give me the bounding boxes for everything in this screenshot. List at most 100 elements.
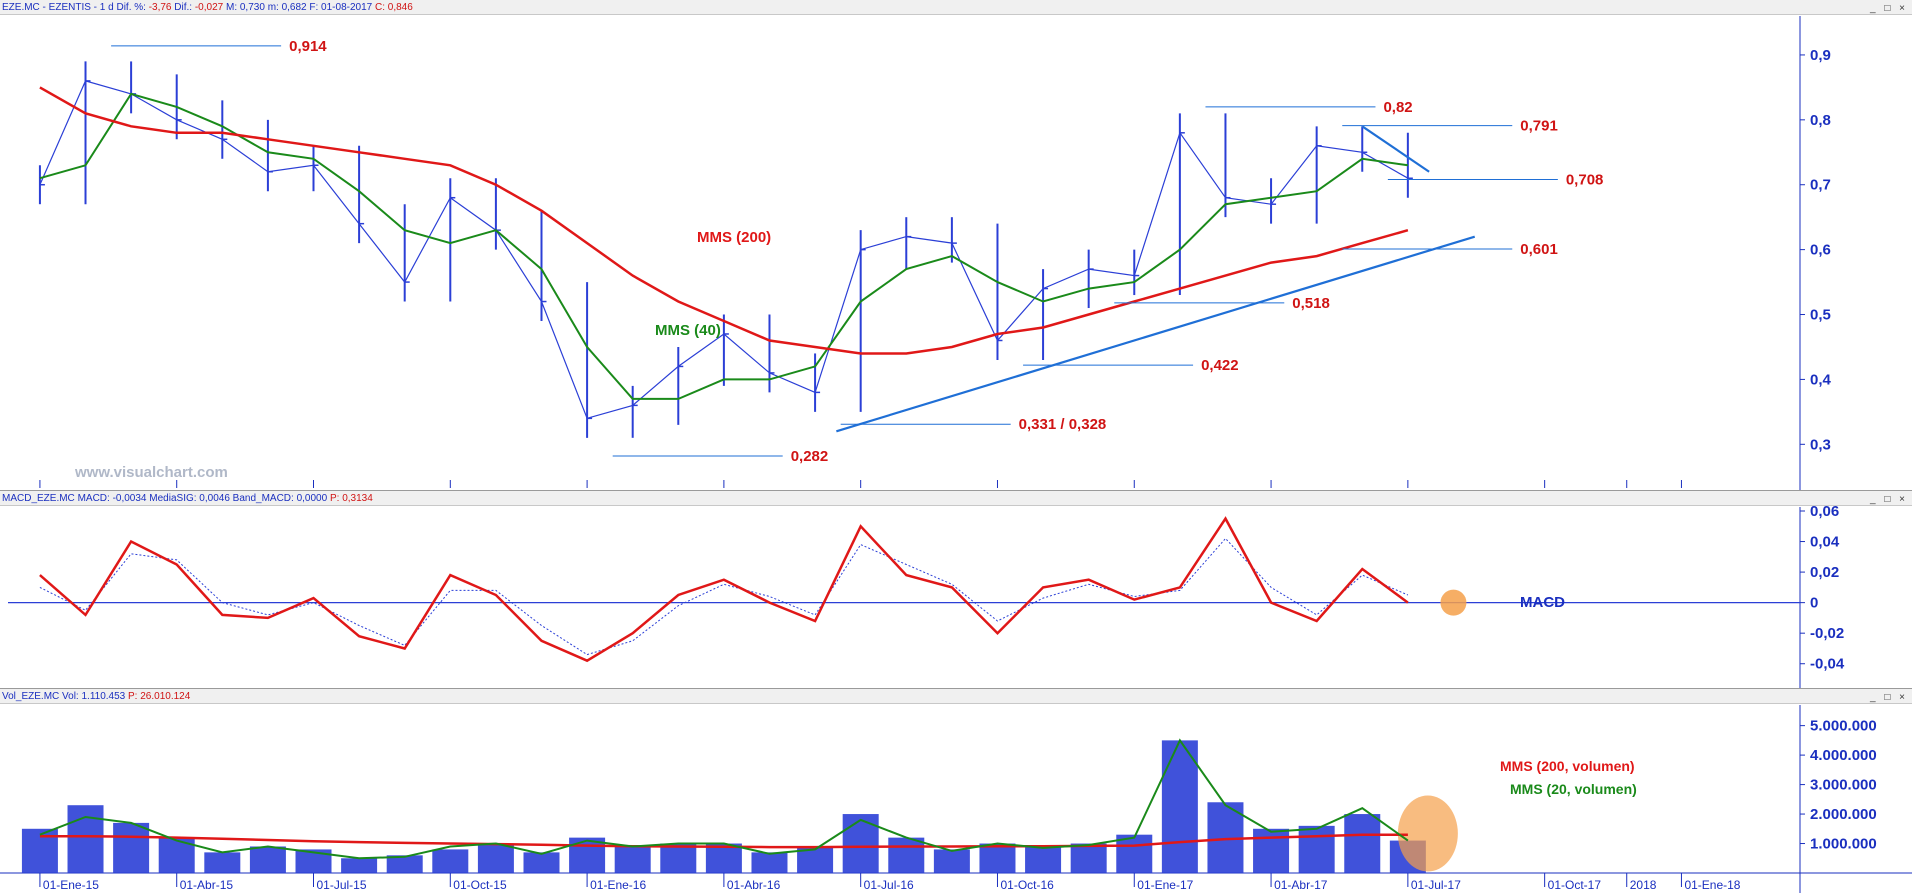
vol-y-tick-label: 3.000.000: [1810, 777, 1877, 794]
vol-p-value: P: 26.010.124: [128, 691, 191, 702]
macd-signal-value: MediaSIG: 0,0046: [149, 493, 230, 504]
volume-bar: [1070, 843, 1107, 873]
volume-bar: [1344, 814, 1381, 873]
macd-y-tick-label: 0,04: [1810, 534, 1840, 551]
price-window-controls[interactable]: _ □ ×: [1870, 3, 1908, 14]
volume-bar: [1253, 828, 1290, 873]
volume-bar: [614, 846, 651, 873]
mms200-line: [39, 86, 1409, 355]
volume-bar: [432, 849, 469, 873]
macd-y-tick-label: 0: [1810, 595, 1818, 612]
macd-y-tick-label: 0,02: [1810, 564, 1839, 581]
volume-bar: [842, 814, 879, 873]
vol-mms20-line: [39, 738, 1409, 860]
vol-y-tick-label: 4.000.000: [1810, 747, 1877, 764]
price-y-tick-label: 0,9: [1810, 47, 1831, 64]
volume-bar: [295, 849, 332, 873]
volume-bar: [888, 837, 925, 873]
vol-y-tick-label: 2.000.000: [1810, 806, 1877, 823]
macd-label: MACD: [1520, 594, 1565, 611]
level-label: 0,518: [1292, 295, 1330, 312]
macd-highlight: [1440, 589, 1467, 616]
macd-y-tick-label: -0,04: [1810, 656, 1845, 673]
volume-highlight: [1397, 795, 1458, 872]
price-panel-header: EZE.MC - EZENTIS - 1 d Dif. %: -3,76 Dif…: [0, 0, 1912, 15]
x-tick-label: 01-Abr-17: [1274, 878, 1328, 892]
volume-panel-header: Vol_EZE.MC Vol: 1.110.453 P: 26.010.124 …: [0, 689, 1912, 704]
trendline: [1361, 125, 1430, 173]
dif-pct-label: Dif. %:: [116, 2, 146, 13]
volume-chart: 5.000.000 4.000.000 3.000.000 2.000.000 1.00…: [0, 705, 1912, 893]
vol-name: Vol_EZE.MC: [2, 691, 60, 702]
symbol-label: EZE.MC - EZENTIS - 1 d: [2, 2, 114, 13]
x-tick-label: 01-Abr-16: [727, 878, 781, 892]
vol-value: Vol: 1.110.453: [62, 691, 126, 702]
x-tick-label: 01-Ene-15: [43, 878, 99, 892]
dif-value: -0,027: [194, 2, 224, 13]
x-tick-label: 01-Jul-15: [317, 878, 367, 892]
x-tick-label: 01-Abr-15: [180, 878, 234, 892]
mms40-line: [39, 92, 1409, 400]
macd-line: [39, 516, 1409, 663]
macd-name: MACD_EZE.MC: [2, 493, 75, 504]
volume-panel: Vol_EZE.MC Vol: 1.110.453 P: 26.010.124 …: [0, 688, 1912, 893]
date-value: F: 01-08-2017: [309, 2, 373, 13]
macd-panel-header: MACD_EZE.MC MACD: -0,0034 MediaSIG: 0,00…: [0, 491, 1912, 506]
vol-y-tick-label: 1.000.000: [1810, 836, 1877, 853]
price-line: [39, 80, 1409, 420]
macd-p-value: P: 0,3134: [329, 493, 373, 504]
level-label: 0,82: [1383, 99, 1412, 116]
volume-window-controls[interactable]: _ □ ×: [1870, 692, 1908, 703]
price-y-tick-label: 0,5: [1810, 307, 1831, 324]
volume-bar: [751, 852, 788, 873]
x-tick-label: 01-Ene-17: [1137, 878, 1193, 892]
price-y-tick-label: 0,3: [1810, 436, 1831, 453]
level-label: 0,422: [1201, 357, 1239, 374]
volume-bar: [979, 843, 1016, 873]
macd-window-controls[interactable]: _ □ ×: [1870, 494, 1908, 505]
x-tick-label: 01-Oct-16: [1000, 878, 1054, 892]
max-value: M: 0,730: [225, 2, 265, 13]
x-tick-label: 01-Oct-17: [1548, 878, 1602, 892]
volume-bar: [113, 822, 150, 873]
min-value: m: 0,682: [267, 2, 307, 13]
volume-bar: [341, 858, 378, 873]
level-label: 0,791: [1520, 118, 1558, 135]
level-label: 0,914: [289, 38, 327, 55]
price-y-tick-label: 0,7: [1810, 177, 1831, 194]
volume-bar: [204, 852, 241, 873]
x-tick-label: 01-Jul-17: [1411, 878, 1461, 892]
vol-mms200-label: MMS (200, volumen): [1500, 758, 1635, 774]
volume-bar: [1161, 740, 1198, 873]
x-tick-label: 01-Jul-16: [864, 878, 914, 892]
vol-y-tick-label: 5.000.000: [1810, 718, 1877, 735]
price-panel: EZE.MC - EZENTIS - 1 d Dif. %: -3,76 Dif…: [0, 0, 1912, 490]
x-tick-label: 01-Ene-16: [590, 878, 646, 892]
mms40-label: MMS (40): [655, 322, 721, 339]
level-label: 0,601: [1520, 241, 1558, 258]
volume-bar: [386, 855, 423, 873]
price-y-tick-label: 0,8: [1810, 112, 1831, 129]
volume-bar: [933, 849, 970, 873]
mms200-label: MMS (200): [697, 229, 771, 246]
macd-chart: 0,06 0,04 0,02 0 -0,02 -0,04 MACD: [8, 503, 1845, 689]
vol-mms200-line: [39, 833, 1408, 849]
dif-pct-value: -3,76: [148, 2, 172, 13]
price-y-tick-label: 0,6: [1810, 242, 1831, 259]
macd-band-value: Band_MACD: 0,0000: [232, 493, 328, 504]
close-value: C: 0,846: [375, 2, 413, 13]
volume-bar: [1116, 834, 1153, 873]
volume-bar: [705, 843, 742, 873]
macd-panel: MACD_EZE.MC MACD: -0,0034 MediaSIG: 0,00…: [0, 490, 1912, 689]
x-tick-label: 2018: [1630, 878, 1657, 892]
x-tick-label: 01-Oct-15: [453, 878, 507, 892]
volume-bar: [477, 843, 514, 873]
volume-bar: [67, 805, 104, 873]
level-label: 0,282: [791, 448, 829, 465]
macd-y-tick-label: -0,02: [1810, 625, 1844, 642]
level-label: 0,331 / 0,328: [1019, 416, 1107, 433]
vol-mms20-label: MMS (20, volumen): [1510, 781, 1637, 797]
price-chart: 0,9 0,8 0,7 0,6 0,5 0,4 0,3 www.visualchart.com…: [38, 16, 1832, 490]
macd-y-tick-label: 0,06: [1810, 503, 1839, 520]
price-y-tick-label: 0,4: [1810, 371, 1832, 388]
